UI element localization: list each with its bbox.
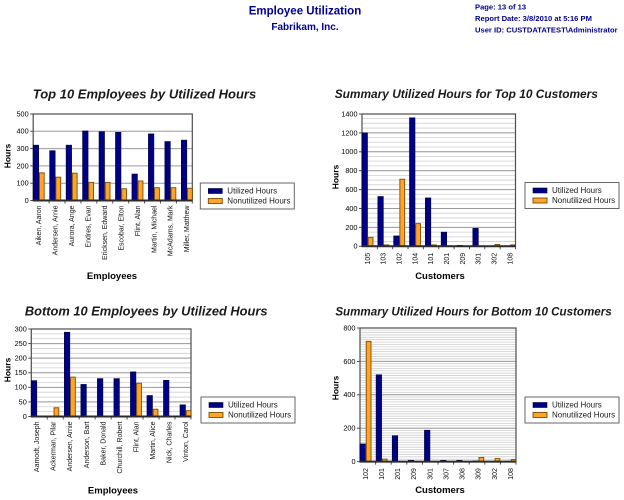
svg-text:200: 200 xyxy=(15,354,27,363)
svg-text:400: 400 xyxy=(345,204,357,213)
svg-text:McAdams, Mark: McAdams, Mark xyxy=(168,205,175,256)
svg-text:50: 50 xyxy=(19,397,27,406)
svg-text:Employees: Employees xyxy=(87,271,137,282)
svg-text:0: 0 xyxy=(25,196,29,205)
svg-text:Flint, Alan: Flint, Alan xyxy=(135,205,142,236)
svg-text:500: 500 xyxy=(17,109,29,118)
svg-text:102: 102 xyxy=(397,253,404,265)
svg-text:105: 105 xyxy=(365,253,372,265)
svg-text:Fabrikam, Inc.: Fabrikam, Inc. xyxy=(271,22,338,33)
svg-text:Baker, Donald: Baker, Donald xyxy=(100,421,107,465)
svg-text:Summary Utilized Hours for Bot: Summary Utilized Hours for Bottom 10 Cus… xyxy=(335,306,612,319)
svg-text:104: 104 xyxy=(412,253,419,265)
svg-text:Martin, Michael: Martin, Michael xyxy=(151,205,158,253)
svg-text:Aamodt, Joseph: Aamodt, Joseph xyxy=(34,421,41,472)
svg-text:108: 108 xyxy=(508,468,515,480)
svg-text:Vinton, Carol: Vinton, Carol xyxy=(183,421,190,462)
svg-text:Flint, Alan: Flint, Alan xyxy=(133,421,140,452)
svg-text:Employee Utilization: Employee Utilization xyxy=(249,6,361,18)
svg-text:300: 300 xyxy=(15,324,27,333)
svg-text:103: 103 xyxy=(381,253,388,265)
svg-text:Hours: Hours xyxy=(331,164,341,189)
svg-text:Miller, Matthew: Miller, Matthew xyxy=(184,205,191,253)
svg-text:Hours: Hours xyxy=(3,143,13,168)
svg-text:101: 101 xyxy=(379,468,386,480)
svg-text:Utilized Hours: Utilized Hours xyxy=(552,401,602,410)
svg-text:200: 200 xyxy=(345,223,357,232)
svg-text:Anderson, Bart: Anderson, Bart xyxy=(84,421,91,468)
svg-text:1400: 1400 xyxy=(341,109,357,118)
svg-text:0: 0 xyxy=(351,457,355,466)
svg-text:Customers: Customers xyxy=(415,485,465,496)
svg-text:101: 101 xyxy=(428,253,435,265)
svg-text:400: 400 xyxy=(17,127,29,136)
svg-text:Nonutilized Hours: Nonutilized Hours xyxy=(552,196,615,205)
svg-text:Martin, Alice: Martin, Alice xyxy=(150,421,157,459)
svg-text:300: 300 xyxy=(17,144,29,153)
svg-text:108: 108 xyxy=(507,253,514,265)
svg-text:Customers: Customers xyxy=(415,271,465,282)
svg-text:Top 10 Employees by Utilized H: Top 10 Employees by Utilized Hours xyxy=(33,87,256,102)
svg-text:Endres, Evan: Endres, Evan xyxy=(85,205,92,247)
svg-text:200: 200 xyxy=(17,161,29,170)
svg-text:301: 301 xyxy=(476,253,483,265)
svg-text:Employees: Employees xyxy=(88,486,138,497)
svg-text:Page: 13 of 13: Page: 13 of 13 xyxy=(475,3,526,12)
svg-text:Ackerman, Pilar: Ackerman, Pilar xyxy=(51,421,58,471)
svg-text:Andersen, Arnie: Andersen, Arnie xyxy=(67,421,74,471)
svg-text:1200: 1200 xyxy=(341,128,357,137)
svg-text:Aurora, Ange: Aurora, Ange xyxy=(69,205,76,246)
svg-text:150: 150 xyxy=(15,368,27,377)
svg-text:Andersen, Arnie: Andersen, Arnie xyxy=(53,205,60,255)
svg-text:600: 600 xyxy=(345,185,357,194)
svg-text:Nonutilized Hours: Nonutilized Hours xyxy=(552,411,615,420)
svg-text:200: 200 xyxy=(343,424,355,433)
svg-text:201: 201 xyxy=(444,253,451,265)
svg-text:Report Date: 3/8/2010 at 5:16: Report Date: 3/8/2010 at 5:16 PM xyxy=(475,14,592,23)
svg-text:0: 0 xyxy=(23,412,27,421)
svg-text:1000: 1000 xyxy=(341,147,357,156)
svg-text:201: 201 xyxy=(395,468,402,480)
svg-text:100: 100 xyxy=(17,179,29,188)
svg-text:Bottom 10 Employees by Utilize: Bottom 10 Employees by Utilized Hours xyxy=(25,304,268,319)
svg-text:309: 309 xyxy=(476,468,483,480)
svg-text:302: 302 xyxy=(492,253,499,265)
svg-text:Ericksen, Edward: Ericksen, Edward xyxy=(102,205,109,260)
svg-text:User ID: CUSTDATATEST\Administ: User ID: CUSTDATATEST\Administrator xyxy=(475,26,618,35)
svg-text:209: 209 xyxy=(411,468,418,480)
svg-text:Utilized Hours: Utilized Hours xyxy=(228,401,278,410)
svg-text:Nick, Charles: Nick, Charles xyxy=(166,421,173,463)
svg-text:Churchill, Robert: Churchill, Robert xyxy=(117,421,124,473)
svg-text:800: 800 xyxy=(343,323,355,332)
svg-text:Hours: Hours xyxy=(331,375,341,400)
svg-text:250: 250 xyxy=(15,339,27,348)
svg-text:Nonutilized Hours: Nonutilized Hours xyxy=(228,411,291,420)
svg-text:301: 301 xyxy=(427,468,434,480)
svg-text:400: 400 xyxy=(343,390,355,399)
svg-text:102: 102 xyxy=(363,468,370,480)
svg-text:Escobar, Elton: Escobar, Elton xyxy=(118,205,125,250)
svg-text:800: 800 xyxy=(345,166,357,175)
svg-text:Utilized Hours: Utilized Hours xyxy=(227,187,277,196)
svg-text:0: 0 xyxy=(353,242,357,251)
svg-text:308: 308 xyxy=(460,468,467,480)
svg-text:Hours: Hours xyxy=(3,357,13,382)
svg-text:600: 600 xyxy=(343,357,355,366)
svg-text:Nonutilized Hours: Nonutilized Hours xyxy=(227,197,290,206)
svg-text:Summary Utilized Hours for Top: Summary Utilized Hours for Top 10 Custom… xyxy=(335,87,599,101)
svg-text:302: 302 xyxy=(492,468,499,480)
svg-text:Utilized Hours: Utilized Hours xyxy=(552,186,602,195)
svg-text:100: 100 xyxy=(15,383,27,392)
svg-text:307: 307 xyxy=(443,468,450,480)
svg-text:209: 209 xyxy=(460,253,467,265)
svg-text:Aiken, Aaron: Aiken, Aaron xyxy=(36,205,43,245)
